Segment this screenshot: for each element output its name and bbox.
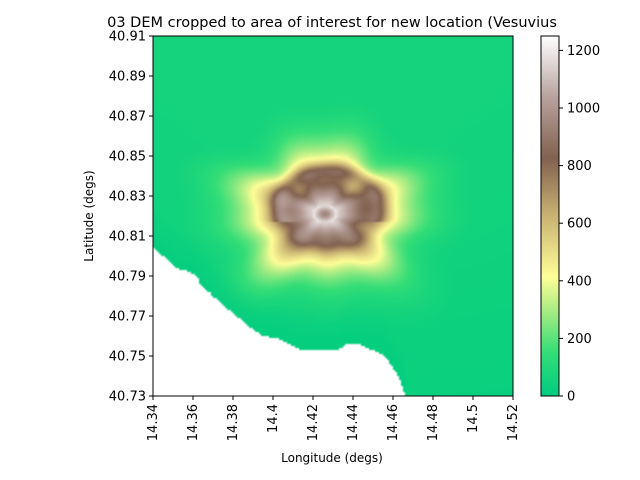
y-axis: 40.73 40.75 40.77 40.79 40.81 40.83 40.85 40.87… [109, 30, 153, 405]
x-tick-label: 14.42 [306, 404, 321, 441]
colorbar-frame [540, 35, 560, 397]
colorbar-gradient [541, 36, 559, 396]
colorbar: 0 200 400 600 800 1000 1200 [540, 35, 600, 405]
x-tick-label: 14.44 [346, 404, 361, 441]
x-tick-label: 14.46 [386, 404, 401, 441]
colorbar-tick-label: 800 [567, 159, 592, 174]
x-tick-label: 14.34 [146, 404, 161, 441]
y-tick-label: 40.91 [109, 30, 146, 45]
chart-title: 03 DEM cropped to area of interest for n… [107, 15, 557, 31]
dem-heatmap [153, 36, 513, 396]
y-tick-label: 40.83 [109, 190, 146, 205]
y-tick-label: 40.79 [109, 270, 146, 285]
y-tick-label: 40.87 [109, 110, 146, 125]
colorbar-tick-label: 200 [567, 332, 592, 347]
x-tick-label: 14.4 [266, 404, 281, 433]
y-tick-label: 40.85 [109, 150, 146, 165]
x-axis: 14.34 14.36 14.38 14.4 14.42 14.44 14.46 14.48 1… [146, 396, 521, 441]
y-tick-label: 40.81 [109, 230, 146, 245]
x-tick-label: 14.38 [226, 404, 241, 441]
colorbar-tick-label: 400 [567, 274, 592, 289]
y-tick-label: 40.75 [109, 350, 146, 365]
x-tick-label: 14.5 [466, 404, 481, 433]
y-tick-label: 40.73 [109, 390, 146, 405]
x-tick-label: 14.52 [506, 404, 521, 441]
plot-frame [152, 35, 514, 397]
colorbar-tick-label: 1000 [567, 102, 600, 117]
x-tick-label: 14.48 [426, 404, 441, 441]
y-tick-label: 40.89 [109, 70, 146, 85]
y-tick-label: 40.77 [109, 310, 146, 325]
plot-area [152, 35, 514, 397]
x-tick-label: 14.36 [186, 404, 201, 441]
colorbar-tick-label: 600 [567, 217, 592, 232]
colorbar-tick-label: 0 [567, 390, 575, 405]
x-axis-label: Longitude (degs) [281, 451, 383, 465]
y-axis-label: Latitude (degs) [82, 170, 96, 261]
colorbar-tick-label: 1200 [567, 44, 600, 59]
